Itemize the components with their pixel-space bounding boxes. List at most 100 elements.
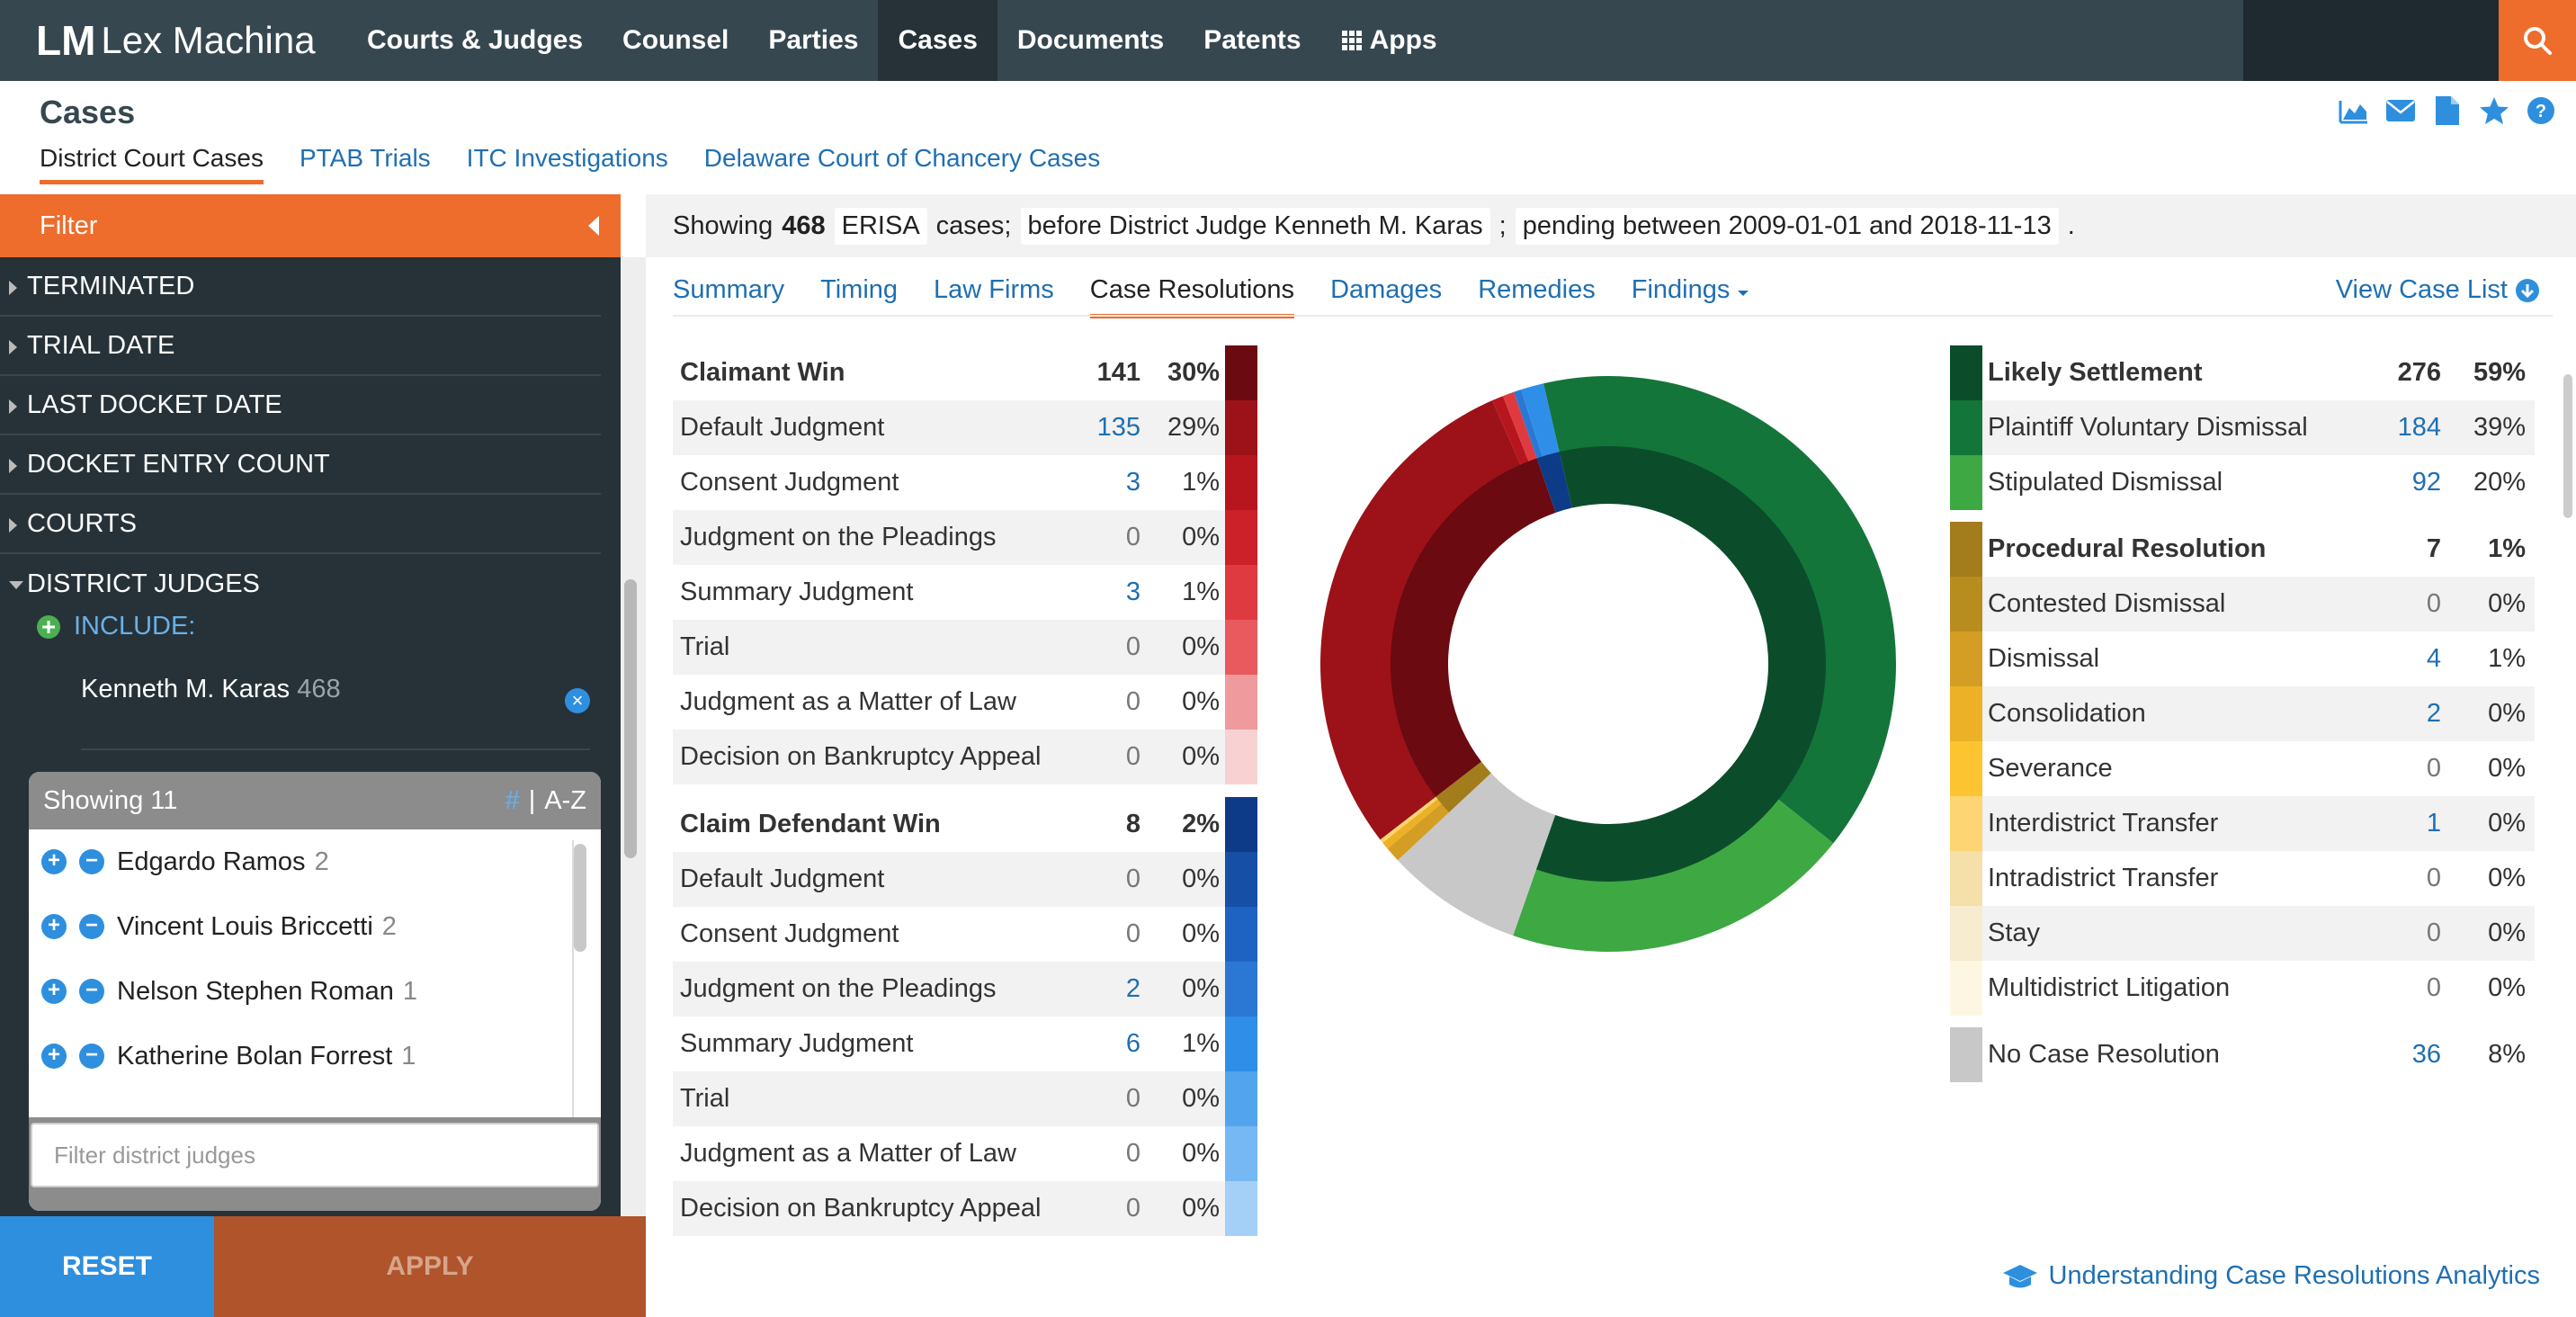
resolution-count: 0	[1125, 742, 1140, 771]
color-swatch	[1225, 962, 1257, 1017]
tab-law-firms[interactable]: Law Firms	[934, 275, 1054, 304]
case-type-tabs: District Court Cases PTAB Trials ITC Inv…	[40, 144, 1100, 184]
resolution-count[interactable]: 3	[1125, 468, 1140, 497]
facet-last-docket-date[interactable]: LAST DOCKET DATE	[0, 376, 601, 435]
facet-district-judges[interactable]: DISTRICT JUDGES	[0, 554, 601, 614]
resolution-percent: 8%	[2488, 1040, 2526, 1069]
nav-parties[interactable]: Parties	[768, 25, 859, 55]
resolution-count[interactable]: 2	[2426, 699, 2441, 728]
tab-case-resolutions[interactable]: Case Resolutions	[1089, 275, 1295, 318]
email-icon[interactable]	[2385, 95, 2416, 126]
donut-slice[interactable]	[1536, 452, 1572, 513]
judge-name[interactable]: Vincent Louis Briccetti	[117, 911, 373, 941]
donut-slice[interactable]	[1397, 810, 1538, 936]
donut-slice[interactable]	[1492, 396, 1530, 469]
color-swatch	[1225, 907, 1257, 962]
document-icon[interactable]	[2432, 95, 2463, 126]
donut-slice[interactable]	[1535, 446, 1826, 882]
facet-terminated[interactable]: TERMINATED	[0, 257, 601, 317]
exclude-minus-icon[interactable]: −	[79, 979, 104, 1004]
color-swatch	[1950, 1027, 1982, 1082]
donut-slice[interactable]	[1521, 383, 1561, 461]
resolution-count[interactable]: 135	[1096, 413, 1140, 442]
resolution-count[interactable]: 3	[1125, 578, 1140, 606]
donut-slice[interactable]	[1502, 391, 1538, 465]
tab-district-court-cases[interactable]: District Court Cases	[40, 144, 264, 184]
search-button[interactable]	[2499, 0, 2576, 81]
donut-slice[interactable]	[1543, 375, 1896, 844]
judge-name[interactable]: Katherine Bolan Forrest	[117, 1041, 393, 1071]
remove-judge-icon[interactable]: ×	[565, 688, 590, 713]
nav-patents[interactable]: Patents	[1203, 25, 1301, 55]
main-scrollbar[interactable]	[2563, 374, 2572, 518]
tab-summary[interactable]: Summary	[673, 275, 785, 304]
donut-slice[interactable]	[1436, 761, 1491, 813]
donut-slice[interactable]	[1391, 458, 1556, 797]
tab-findings[interactable]: Findings	[1632, 275, 1750, 318]
help-icon[interactable]: ?	[2526, 95, 2556, 126]
resolution-count[interactable]: 92	[2411, 468, 2441, 497]
sidebar-scrollbar[interactable]	[624, 579, 637, 858]
chart-icon[interactable]	[2339, 95, 2369, 126]
sort-az[interactable]: A-Z	[544, 785, 586, 815]
facet-trial-date[interactable]: TRIAL DATE	[0, 317, 601, 376]
reset-button[interactable]: RESET	[0, 1216, 214, 1317]
resolution-row: Consent Judgment 3 1%	[673, 455, 1257, 510]
tab-remedies[interactable]: Remedies	[1478, 275, 1596, 304]
judge-name[interactable]: Edgardo Ramos	[117, 847, 306, 876]
nav-apps[interactable]: Apps	[1321, 0, 1457, 81]
nav-counsel[interactable]: Counsel	[622, 25, 729, 55]
nav-cases[interactable]: Cases	[878, 0, 997, 81]
resolution-category-row: Claim Defendant Win 8 2%	[673, 797, 1257, 852]
resolution-count[interactable]: 184	[2397, 413, 2441, 442]
sort-by-count[interactable]: #	[505, 785, 520, 815]
include-plus-icon[interactable]: +	[41, 979, 67, 1004]
resolution-count[interactable]: 4	[2426, 644, 2441, 673]
donut-slice[interactable]	[1449, 773, 1556, 870]
lex-machina-logo[interactable]: LM Lex Machina	[36, 16, 316, 65]
resolution-count[interactable]: 1	[2426, 809, 2441, 838]
caret-right-icon	[9, 518, 17, 533]
resolution-count[interactable]: 2	[1125, 974, 1140, 1003]
procedural-table: Procedural Resolution 7 1% Contested Dismis…	[1950, 522, 2535, 1016]
exclude-minus-icon[interactable]: −	[79, 1044, 104, 1069]
resolution-percent: 1%	[1182, 1029, 1220, 1058]
tab-timing[interactable]: Timing	[820, 275, 899, 304]
apply-button[interactable]: APPLY	[214, 1216, 646, 1317]
resolution-count[interactable]: 6	[1125, 1029, 1140, 1058]
collapse-icon[interactable]	[588, 216, 599, 236]
include-plus-icon[interactable]: +	[41, 849, 67, 874]
donut-slice[interactable]	[1514, 390, 1543, 462]
star-icon[interactable]	[2479, 95, 2509, 126]
tab-damages[interactable]: Damages	[1330, 275, 1443, 304]
exclude-minus-icon[interactable]: −	[79, 849, 104, 874]
facet-courts[interactable]: COURTS	[0, 495, 601, 554]
judges-scrollbar[interactable]	[574, 844, 586, 952]
resolution-percent: 0%	[1182, 865, 1220, 893]
nav-documents[interactable]: Documents	[1016, 25, 1165, 55]
filter-header[interactable]: Filter	[0, 194, 621, 257]
donut-slice[interactable]	[1382, 796, 1445, 849]
donut-slice[interactable]	[1320, 400, 1523, 840]
resolution-count[interactable]: 36	[2411, 1040, 2441, 1069]
resolution-count: 7	[2426, 534, 2441, 563]
donut-slice[interactable]	[1387, 801, 1452, 861]
donut-slice[interactable]	[1380, 794, 1441, 843]
judge-name[interactable]: Nelson Stephen Roman	[117, 976, 394, 1006]
facet-docket-entry-count[interactable]: DOCKET ENTRY COUNT	[0, 435, 601, 495]
tab-itc-investigations[interactable]: ITC Investigations	[466, 144, 668, 172]
understanding-link[interactable]: Understanding Case Resolutions Analytics	[2002, 1261, 2540, 1291]
view-case-list-link[interactable]: View Case List	[2336, 275, 2540, 305]
resolution-row: Judgment as a Matter of Law 0 0%	[673, 1126, 1257, 1181]
tab-ptab-trials[interactable]: PTAB Trials	[299, 144, 431, 172]
donut-slice[interactable]	[1513, 797, 1834, 952]
resolution-count: 0	[2426, 864, 2441, 892]
claimant-win-table: Claimant Win 141 30% Default Judgment 135 29%…	[673, 345, 1257, 784]
tab-delaware-chancery[interactable]: Delaware Court of Chancery Cases	[703, 144, 1101, 172]
include-plus-icon[interactable]: +	[41, 914, 67, 939]
filter-judges-input[interactable]: Filter district judges	[31, 1123, 599, 1187]
nav-courts-judges[interactable]: Courts & Judges	[367, 25, 584, 55]
include-plus-icon[interactable]: +	[41, 1044, 67, 1069]
exclude-minus-icon[interactable]: −	[79, 914, 104, 939]
nav-apps-label: Apps	[1369, 25, 1437, 55]
